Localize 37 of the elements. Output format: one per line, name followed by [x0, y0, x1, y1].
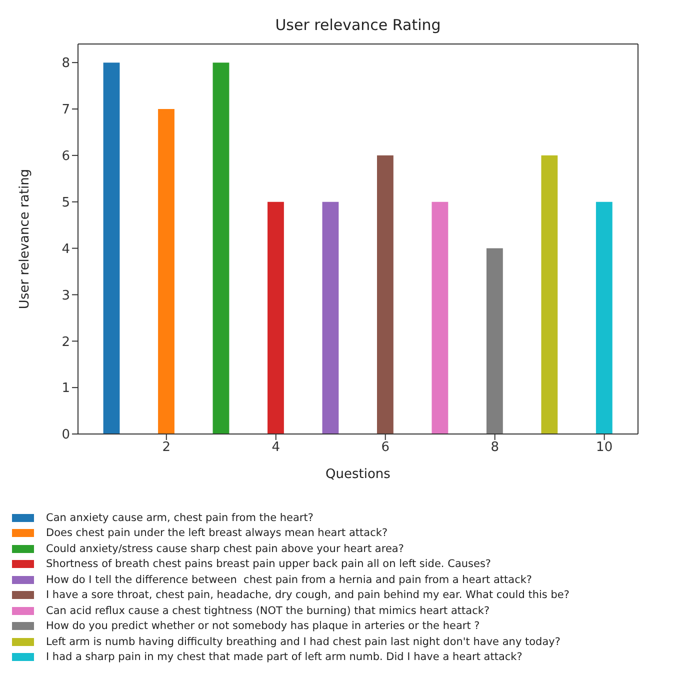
- y-tick-label: 8: [62, 56, 70, 72]
- bar: [486, 248, 503, 434]
- bar: [158, 109, 174, 434]
- legend-label: Can acid reflux cause a chest tightness (NOT the burning) that mimics heart attack?: [46, 604, 490, 617]
- legend-label: Can anxiety cause arm, chest pain from the heart?: [46, 512, 314, 524]
- bar: [432, 202, 448, 434]
- y-tick-label: 4: [62, 242, 70, 257]
- bar: [212, 62, 230, 434]
- x-axis-title: Questions: [326, 467, 391, 482]
- legend-label: Left arm is numb having difficulty breathing and I had chest pain last night don't have any today?: [46, 636, 560, 648]
- x-tick-label: 2: [162, 440, 171, 456]
- y-axis-title: User relevance rating: [18, 168, 33, 310]
- chart-title: User relevance Rating: [274, 16, 442, 34]
- x-tick-label: 8: [490, 440, 499, 456]
- y-tick-label: 5: [62, 195, 70, 210]
- x-tick-label: 4: [272, 440, 280, 456]
- x-tick-label: 10: [596, 440, 613, 456]
- legend-label: How do I tell the difference between chest pain from a hernia and pain from a heart attack?: [46, 574, 532, 586]
- x-tick-label: 6: [381, 440, 390, 456]
- y-tick-label: 3: [62, 288, 70, 304]
- y-tick-label: 7: [62, 102, 70, 118]
- legend-label: Does chest pain under the left breast always mean heart attack?: [46, 527, 388, 540]
- legend-label: I had a sharp pain in my chest that made part of left arm numb. Did I have a heart attack?: [46, 651, 522, 664]
- legend-label: Could anxiety/stress cause sharp chest pain above your heart area?: [46, 542, 404, 555]
- y-tick-label: 2: [62, 334, 70, 350]
- legend-label: How do you predict whether or not somebody has plaque in arteries or the heart ?: [46, 620, 480, 632]
- bar: [103, 62, 120, 434]
- bar: [541, 155, 558, 434]
- bar: [596, 202, 612, 434]
- y-tick-label: 1: [62, 381, 70, 396]
- legend-label: Shortness of breath chest pains breast pain upper back pain all on left side. Causes?: [46, 558, 492, 570]
- bar: [268, 202, 284, 434]
- bar: [322, 202, 339, 434]
- y-tick-label: 0: [62, 428, 70, 443]
- y-tick-label: 6: [62, 149, 70, 164]
- legend-label: I have a sore throat, chest pain, headache, dry cough, and pain behind my ear. What could this be?: [46, 589, 570, 602]
- bar: [377, 155, 394, 434]
